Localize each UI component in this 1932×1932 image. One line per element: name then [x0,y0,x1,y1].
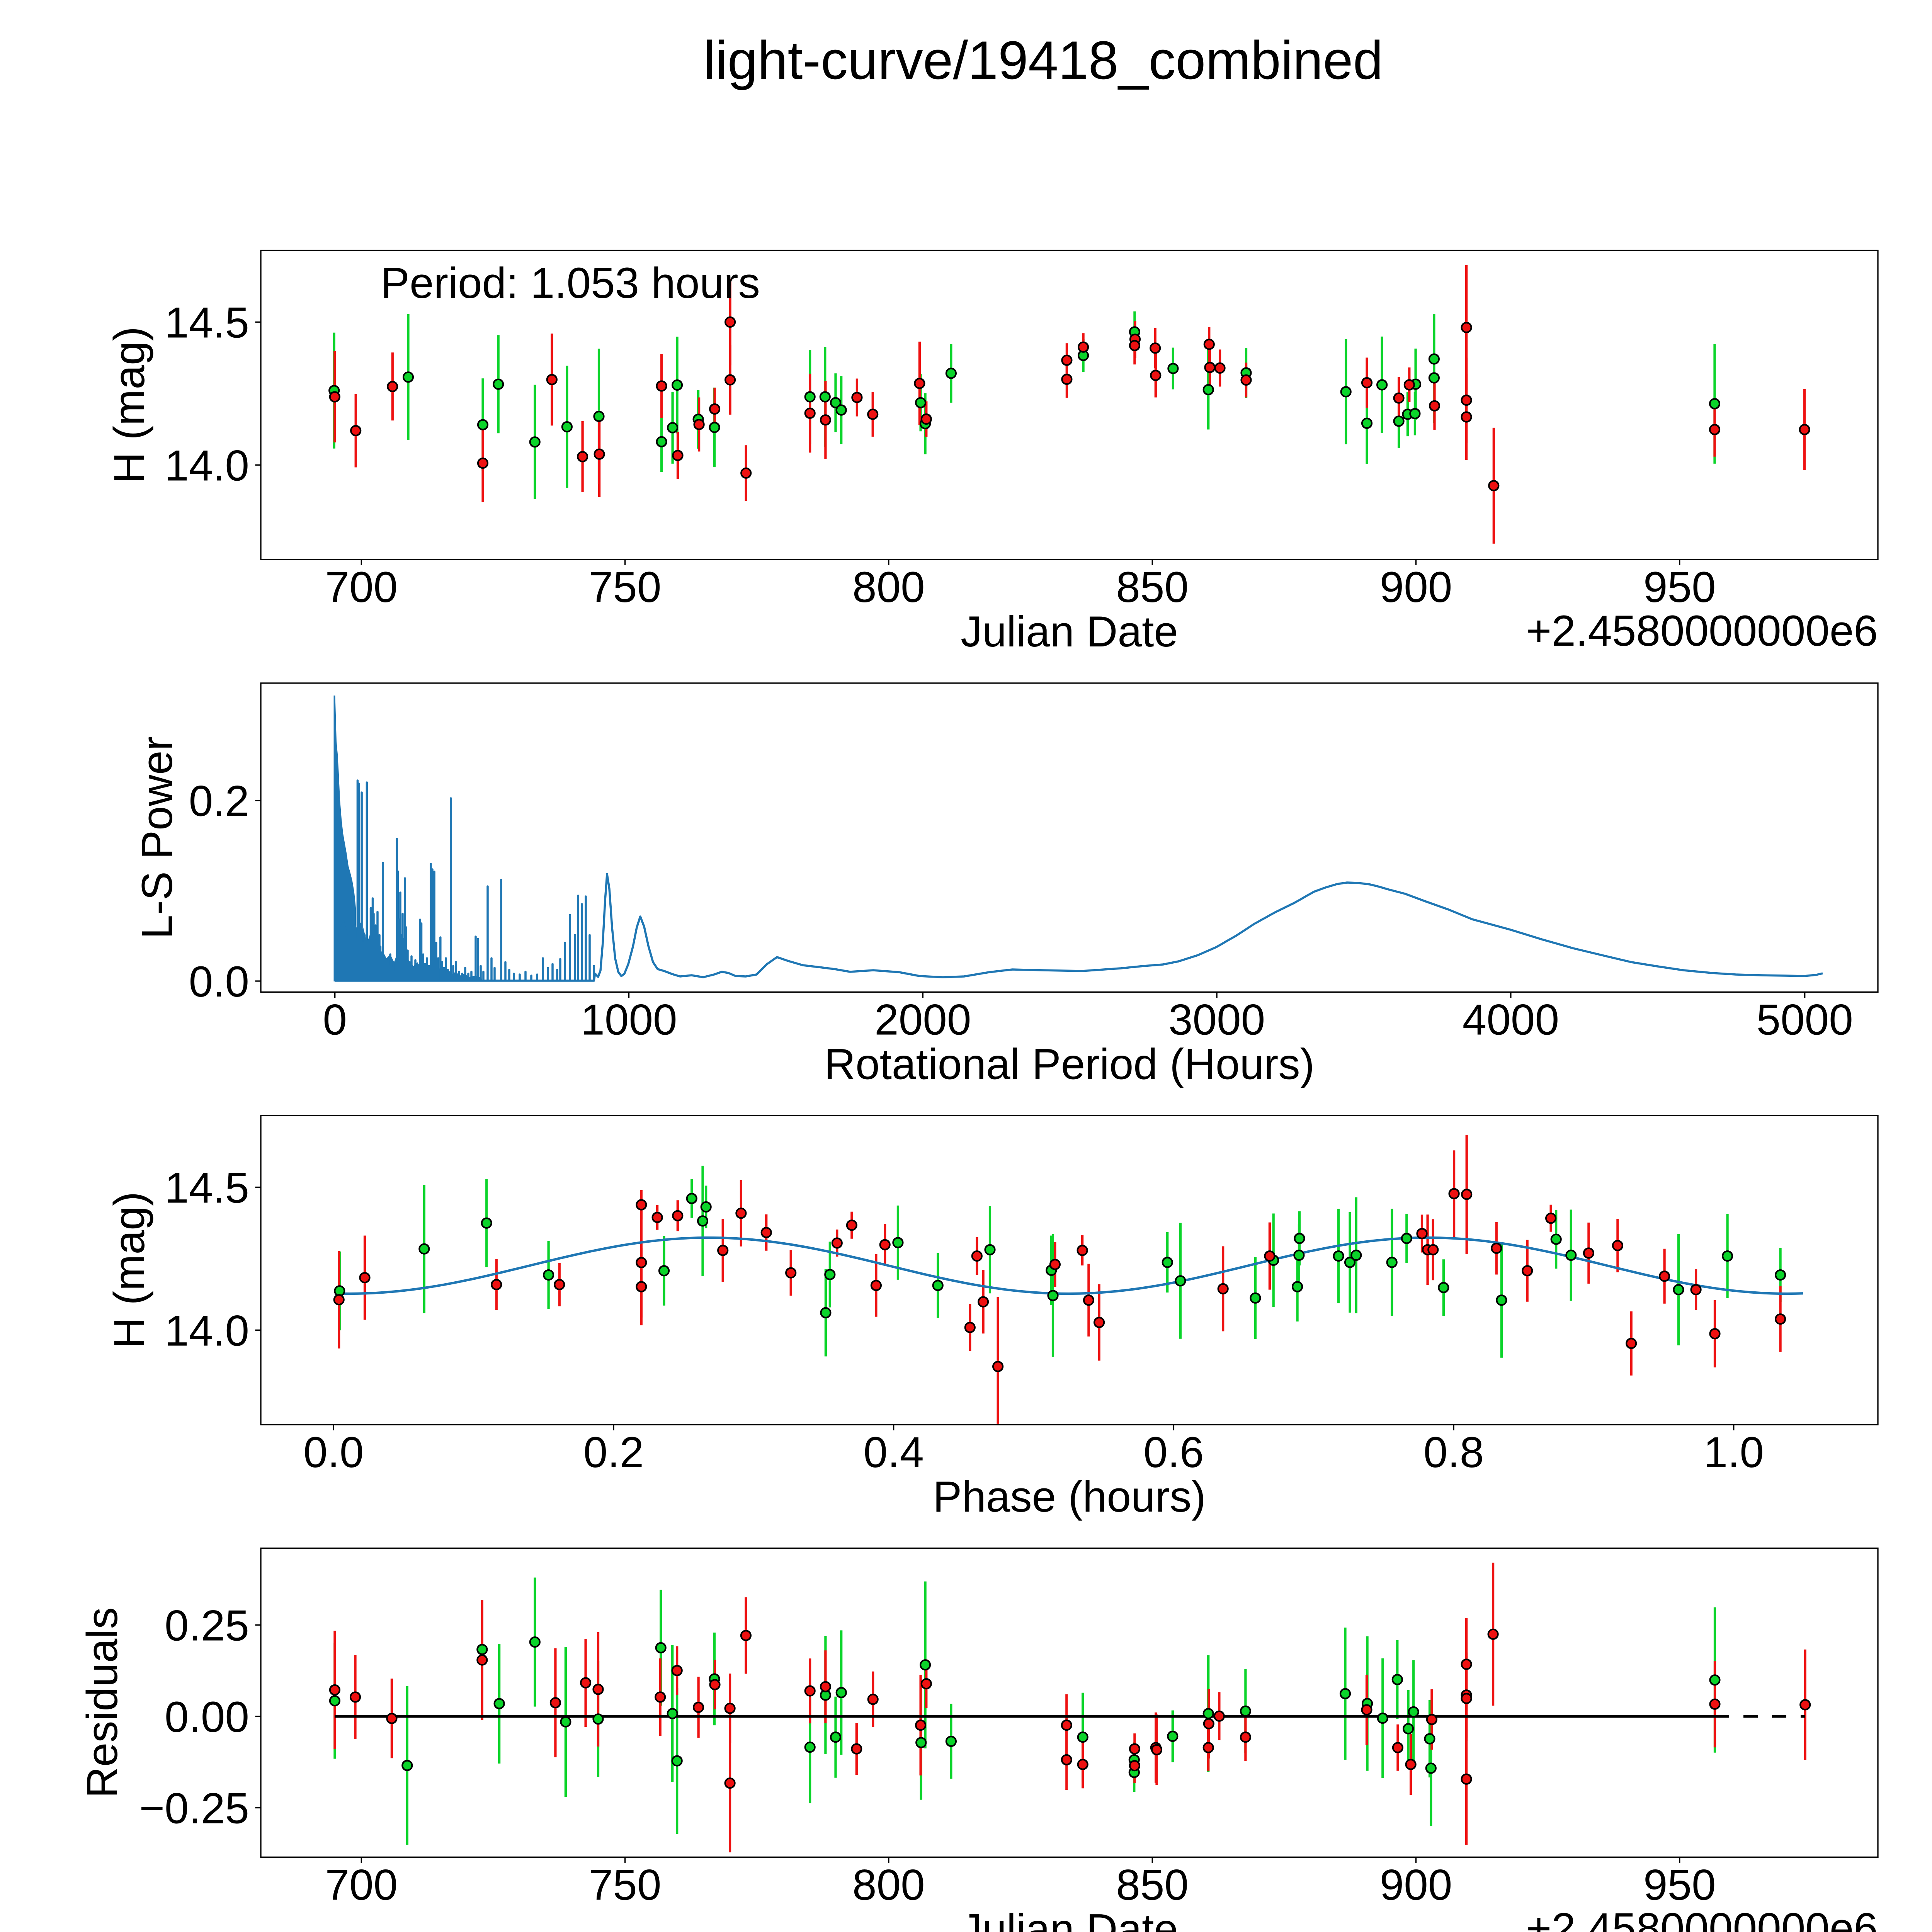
svg-text:700: 700 [325,563,398,611]
svg-text:Julian Date: Julian Date [961,607,1178,656]
svg-text:750: 750 [589,1860,662,1909]
svg-text:Residuals: Residuals [78,1607,126,1798]
svg-text:2000: 2000 [874,995,971,1044]
svg-text:+2.4580000000e6: +2.4580000000e6 [1526,1904,1878,1932]
svg-text:0.2: 0.2 [583,1428,644,1476]
svg-text:0.25: 0.25 [165,1601,249,1650]
svg-text:900: 900 [1380,1860,1452,1909]
svg-text:14.0: 14.0 [165,441,249,490]
svg-text:0.0: 0.0 [189,957,249,1006]
svg-text:700: 700 [325,1860,398,1909]
svg-text:Phase (hours): Phase (hours) [933,1472,1206,1521]
svg-text:0: 0 [323,995,347,1044]
svg-text:0.0: 0.0 [303,1428,364,1476]
svg-text:Rotational Period (Hours): Rotational Period (Hours) [824,1039,1315,1088]
svg-text:5000: 5000 [1757,995,1853,1044]
svg-text:750: 750 [589,563,662,611]
svg-text:0.00: 0.00 [165,1692,249,1741]
svg-text:0.8: 0.8 [1423,1428,1484,1476]
svg-text:850: 850 [1116,1860,1189,1909]
svg-text:+2.4580000000e6: +2.4580000000e6 [1526,606,1878,655]
svg-text:950: 950 [1643,563,1716,611]
svg-text:Julian Date: Julian Date [961,1905,1178,1932]
svg-text:800: 800 [852,1860,925,1909]
svg-text:H (mag): H (mag) [105,1192,153,1349]
svg-text:0.6: 0.6 [1143,1428,1204,1476]
svg-text:0.4: 0.4 [864,1428,924,1476]
svg-text:H (mag): H (mag) [105,327,153,483]
svg-text:−0.25: −0.25 [139,1784,249,1833]
svg-text:14.0: 14.0 [165,1306,249,1355]
svg-text:0.2: 0.2 [189,777,249,825]
svg-text:4000: 4000 [1463,995,1559,1044]
svg-text:14.5: 14.5 [165,1163,249,1212]
svg-text:800: 800 [852,563,925,611]
svg-text:3000: 3000 [1168,995,1265,1044]
svg-text:850: 850 [1116,563,1189,611]
svg-text:Period: 1.053 hours: Period: 1.053 hours [381,259,760,307]
svg-text:L-S Power: L-S Power [133,736,181,939]
svg-text:1.0: 1.0 [1704,1428,1764,1476]
svg-text:1000: 1000 [580,995,677,1044]
svg-text:900: 900 [1380,563,1452,611]
svg-text:light-curve/19418_combined: light-curve/19418_combined [704,30,1383,90]
svg-text:14.5: 14.5 [165,298,249,347]
svg-text:950: 950 [1643,1860,1716,1909]
